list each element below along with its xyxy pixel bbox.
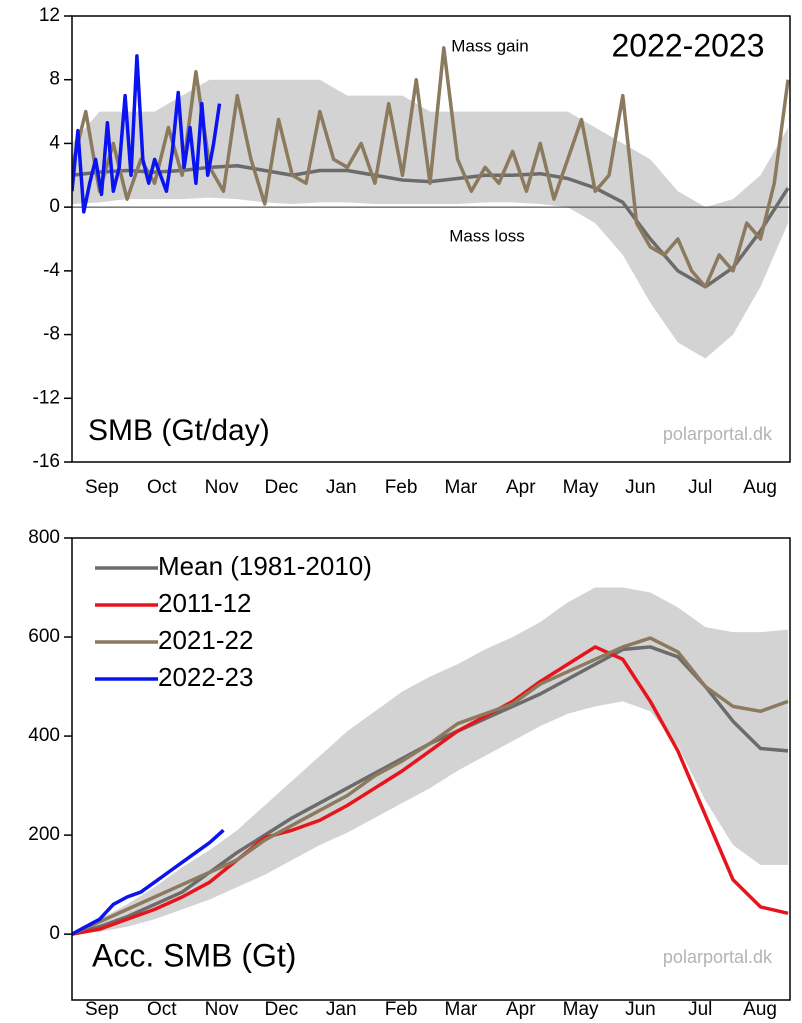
y-tick-label: 4 bbox=[49, 132, 60, 153]
source: polarportal.dk bbox=[663, 424, 773, 444]
x-tick-label: Feb bbox=[385, 999, 418, 1020]
x-tick-label: May bbox=[563, 477, 599, 498]
spread-band bbox=[72, 79, 789, 359]
x-tick-label: Aug bbox=[743, 477, 777, 498]
x-tick-label: Dec bbox=[265, 477, 299, 498]
x-tick-label: Apr bbox=[506, 477, 536, 498]
series-line bbox=[72, 636, 789, 936]
x-tick-label: May bbox=[563, 999, 599, 1020]
x-tick-label: Jul bbox=[688, 477, 712, 498]
series-line bbox=[72, 46, 790, 289]
panel-label: SMB (Gt/day) bbox=[88, 414, 270, 447]
x-tick-label: Sep bbox=[85, 477, 119, 498]
legend-label: 2021-22 bbox=[158, 625, 253, 655]
x-tick-label: Jun bbox=[625, 477, 656, 498]
legend-label: 2011-12 bbox=[158, 588, 252, 618]
x-tick-label: Jul bbox=[688, 999, 712, 1020]
x-tick-label: Mar bbox=[445, 999, 478, 1020]
y-tick-label: -4 bbox=[43, 260, 60, 281]
source: polarportal.dk bbox=[663, 947, 773, 967]
y-tick-label: 800 bbox=[28, 527, 60, 548]
annotation: Mass gain bbox=[451, 36, 528, 55]
x-tick-label: Oct bbox=[147, 477, 177, 498]
x-tick-label: Apr bbox=[506, 999, 536, 1020]
x-tick-label: Jan bbox=[326, 999, 357, 1020]
x-tick-label: Nov bbox=[205, 999, 239, 1020]
y-tick-label: 8 bbox=[49, 69, 60, 90]
y-tick-label: 200 bbox=[28, 824, 60, 845]
x-tick-label: Jan bbox=[326, 477, 357, 498]
series-line bbox=[72, 645, 789, 936]
legend-label: Mean (1981-2010) bbox=[158, 551, 372, 581]
y-tick-label: 600 bbox=[28, 626, 60, 647]
x-tick-label: Mar bbox=[445, 477, 478, 498]
series-line bbox=[72, 828, 225, 936]
y-tick-label: 400 bbox=[28, 725, 60, 746]
x-tick-label: Dec bbox=[265, 999, 299, 1020]
panel-label: Acc. SMB (Gt) bbox=[92, 937, 296, 973]
series-line bbox=[72, 54, 222, 214]
plot-frame bbox=[71, 15, 791, 463]
y-tick-label: 12 bbox=[39, 5, 60, 26]
y-tick-label: -12 bbox=[33, 387, 60, 408]
x-tick-label: Jun bbox=[625, 999, 656, 1020]
annotation: Mass loss bbox=[449, 226, 525, 245]
x-tick-label: Sep bbox=[85, 999, 119, 1020]
legend-label: 2022-23 bbox=[158, 662, 253, 692]
chart-title: 2022-2023 bbox=[611, 27, 764, 63]
y-tick-label: 0 bbox=[49, 923, 60, 944]
y-tick-label: 0 bbox=[49, 196, 60, 217]
y-tick-label: -16 bbox=[33, 451, 60, 472]
plot-frame bbox=[71, 537, 791, 1001]
x-tick-label: Nov bbox=[205, 477, 239, 498]
x-tick-label: Feb bbox=[385, 477, 418, 498]
x-tick-label: Oct bbox=[147, 999, 177, 1020]
y-tick-label: -8 bbox=[43, 324, 60, 345]
x-tick-label: Aug bbox=[743, 999, 777, 1020]
